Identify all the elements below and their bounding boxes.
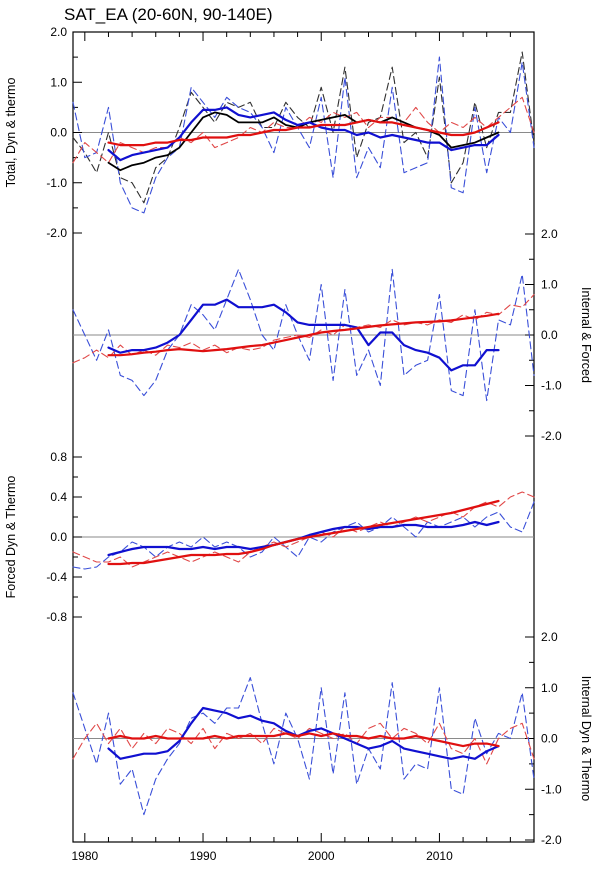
figure-title: SAT_EA (20-60N, 90-140E) xyxy=(64,5,273,24)
series-internal-smoothed xyxy=(107,298,500,372)
y-tick-label: 1.0 xyxy=(541,681,558,695)
x-tick-label: 2010 xyxy=(426,849,453,863)
series-forced-dynamic-dashed xyxy=(72,501,535,570)
x-tick-label: 2000 xyxy=(308,849,335,863)
panel1: -2.0 -1.0 0.0 1.0 2.0 Total, Dyn & thermo xyxy=(4,25,535,240)
plot-area: 1980 1990 2000 2010 -2.0 -1.0 0.0 1.0 2.0 Total, … xyxy=(4,25,593,863)
series-thermodynamic-smoothed xyxy=(107,118,500,147)
y-tick-label: 0.0 xyxy=(50,530,67,544)
y-tick-label: -0.4 xyxy=(46,570,67,584)
y-tick-label: 0.0 xyxy=(541,732,558,746)
series-thermodynamic-dashed xyxy=(72,96,535,164)
y-tick-label: 1.0 xyxy=(541,278,558,292)
panel3: -0.8 -0.4 0.0 0.4 0.8 Forced Dyn & Thermo xyxy=(4,450,535,624)
y-tick-label: -1.0 xyxy=(46,176,67,190)
series-internal-thermodynamic-smoothed xyxy=(107,732,500,748)
y-tick-label: 0.4 xyxy=(50,490,67,504)
plot-frame xyxy=(72,31,535,843)
series-forced-thermodynamic-dashed xyxy=(72,491,535,568)
panel4-ylabel: Internal Dyn & Thermo xyxy=(579,676,593,802)
series-internal-dynamic-dashed xyxy=(72,677,535,816)
series-dynamic-dashed xyxy=(72,56,535,214)
series-forced-thermodynamic-smoothed xyxy=(107,499,500,566)
y-tick-label: 0.0 xyxy=(50,126,67,140)
y-tick-label: -2.0 xyxy=(541,833,562,847)
panel3-ylabel: Forced Dyn & Thermo xyxy=(4,476,18,599)
y-tick-label: -0.8 xyxy=(46,610,67,624)
series-internal-dynamic-smoothed xyxy=(107,706,500,760)
y-tick-label: 1.0 xyxy=(50,75,67,89)
panel2: -2.0 -1.0 0.0 1.0 2.0 Internal & Forced xyxy=(72,227,593,443)
y-tick-label: 2.0 xyxy=(50,25,67,39)
x-tick-label: 1980 xyxy=(71,849,98,863)
series-forced-smoothed xyxy=(107,312,500,357)
panel2-ylabel: Internal & Forced xyxy=(579,287,593,383)
series-dynamic-smoothed xyxy=(107,106,500,162)
y-tick-label: 0.8 xyxy=(50,450,67,464)
panel4: -2.0 -1.0 0.0 1.0 2.0 Internal Dyn & Thermo xyxy=(72,630,593,847)
y-tick-label: -2.0 xyxy=(541,429,562,443)
series-total-smoothed xyxy=(107,111,500,172)
y-tick-label: 0.0 xyxy=(541,328,558,342)
y-tick-label: -1.0 xyxy=(541,782,562,796)
panel1-ylabel: Total, Dyn & thermo xyxy=(4,78,18,188)
y-tick-label: 2.0 xyxy=(541,227,558,241)
y-tick-label: 2.0 xyxy=(541,630,558,644)
series-internal-dashed xyxy=(72,268,535,402)
series-total-dashed xyxy=(72,51,535,204)
x-tick-label: 1990 xyxy=(190,849,217,863)
y-tick-label: -1.0 xyxy=(541,379,562,393)
y-tick-label: -2.0 xyxy=(46,226,67,240)
